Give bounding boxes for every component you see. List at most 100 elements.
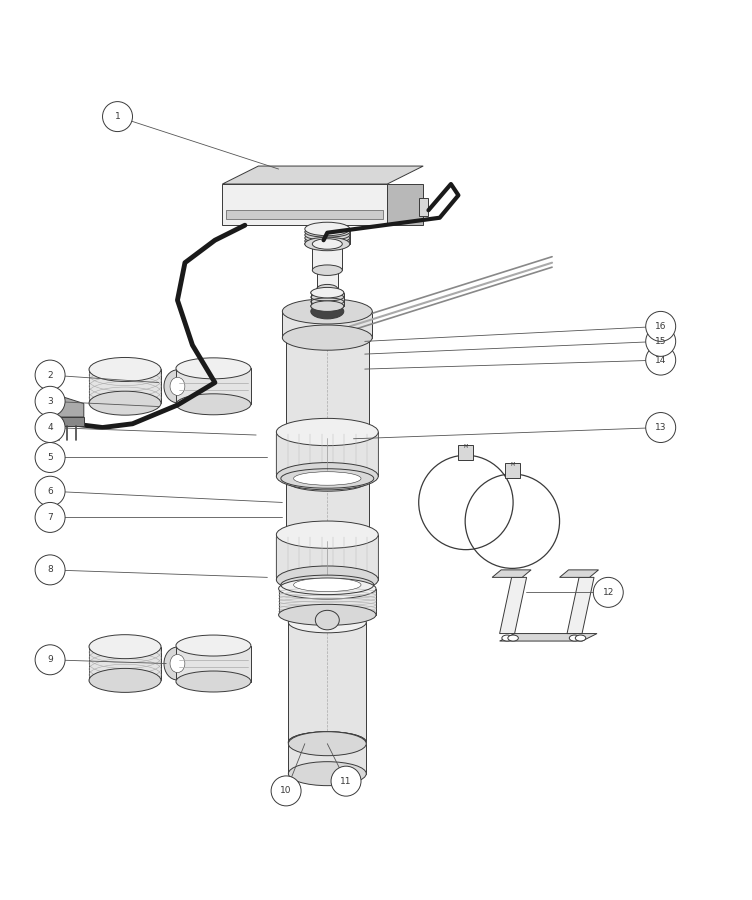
Ellipse shape bbox=[311, 287, 344, 298]
Ellipse shape bbox=[89, 669, 161, 692]
Text: 7: 7 bbox=[47, 513, 53, 522]
Ellipse shape bbox=[305, 238, 350, 251]
Ellipse shape bbox=[312, 265, 342, 275]
Ellipse shape bbox=[286, 470, 368, 491]
Polygon shape bbox=[499, 578, 526, 634]
Polygon shape bbox=[223, 184, 387, 225]
Ellipse shape bbox=[276, 463, 378, 490]
Ellipse shape bbox=[282, 299, 372, 324]
Polygon shape bbox=[89, 370, 161, 403]
Text: 1: 1 bbox=[114, 112, 120, 122]
Polygon shape bbox=[286, 338, 368, 431]
Ellipse shape bbox=[288, 612, 366, 633]
Ellipse shape bbox=[305, 236, 350, 247]
Ellipse shape bbox=[502, 635, 512, 641]
Ellipse shape bbox=[569, 635, 580, 641]
Text: 2: 2 bbox=[47, 371, 53, 380]
Ellipse shape bbox=[176, 671, 251, 692]
Ellipse shape bbox=[315, 610, 339, 630]
Polygon shape bbox=[176, 368, 251, 404]
Ellipse shape bbox=[276, 418, 378, 446]
Polygon shape bbox=[278, 589, 376, 615]
Text: 6: 6 bbox=[47, 487, 53, 496]
Text: 10: 10 bbox=[280, 787, 292, 796]
Ellipse shape bbox=[176, 394, 251, 415]
Circle shape bbox=[35, 555, 65, 585]
Circle shape bbox=[35, 644, 65, 675]
Polygon shape bbox=[54, 417, 83, 426]
Circle shape bbox=[35, 443, 65, 473]
Text: 3: 3 bbox=[47, 397, 53, 406]
Ellipse shape bbox=[312, 238, 342, 249]
Circle shape bbox=[646, 311, 676, 341]
Ellipse shape bbox=[286, 327, 368, 348]
Ellipse shape bbox=[317, 284, 338, 293]
Ellipse shape bbox=[288, 732, 366, 756]
Text: M: M bbox=[464, 444, 468, 449]
Bar bbox=[420, 197, 429, 216]
Ellipse shape bbox=[305, 238, 350, 249]
Ellipse shape bbox=[305, 227, 350, 238]
Ellipse shape bbox=[282, 325, 372, 350]
Polygon shape bbox=[276, 432, 378, 476]
Bar bbox=[459, 445, 474, 460]
Circle shape bbox=[646, 327, 676, 356]
Text: 12: 12 bbox=[602, 588, 614, 597]
Ellipse shape bbox=[508, 635, 518, 641]
Polygon shape bbox=[567, 578, 594, 634]
Text: 14: 14 bbox=[655, 356, 666, 364]
Text: 9: 9 bbox=[47, 655, 53, 664]
Ellipse shape bbox=[311, 301, 344, 311]
Ellipse shape bbox=[305, 233, 350, 243]
Bar bbox=[505, 464, 520, 479]
Polygon shape bbox=[276, 535, 378, 580]
Ellipse shape bbox=[164, 647, 191, 680]
Ellipse shape bbox=[164, 370, 191, 403]
Polygon shape bbox=[311, 292, 344, 306]
Polygon shape bbox=[559, 570, 599, 578]
Polygon shape bbox=[286, 481, 368, 534]
Bar bbox=[226, 211, 384, 220]
Text: 15: 15 bbox=[655, 337, 666, 346]
Circle shape bbox=[35, 476, 65, 506]
Circle shape bbox=[593, 578, 623, 608]
Ellipse shape bbox=[176, 358, 251, 379]
Ellipse shape bbox=[276, 521, 378, 548]
Circle shape bbox=[646, 412, 676, 443]
Circle shape bbox=[35, 386, 65, 417]
Ellipse shape bbox=[305, 222, 350, 236]
Circle shape bbox=[646, 345, 676, 375]
Ellipse shape bbox=[288, 732, 366, 752]
Polygon shape bbox=[492, 570, 531, 578]
Polygon shape bbox=[176, 645, 251, 681]
Ellipse shape bbox=[305, 230, 350, 240]
Polygon shape bbox=[282, 311, 372, 338]
Ellipse shape bbox=[170, 377, 185, 395]
Polygon shape bbox=[305, 229, 350, 244]
Circle shape bbox=[35, 412, 65, 443]
Polygon shape bbox=[387, 184, 423, 225]
Polygon shape bbox=[499, 634, 597, 641]
Ellipse shape bbox=[89, 357, 161, 382]
Polygon shape bbox=[312, 244, 342, 270]
Circle shape bbox=[35, 360, 65, 390]
Circle shape bbox=[35, 502, 65, 533]
Ellipse shape bbox=[89, 392, 161, 415]
Circle shape bbox=[271, 776, 301, 806]
Polygon shape bbox=[317, 270, 338, 289]
Ellipse shape bbox=[311, 304, 344, 319]
Ellipse shape bbox=[286, 421, 368, 442]
Ellipse shape bbox=[286, 524, 368, 544]
Ellipse shape bbox=[575, 635, 586, 641]
Ellipse shape bbox=[278, 604, 376, 626]
Text: 11: 11 bbox=[341, 777, 352, 786]
Circle shape bbox=[331, 766, 361, 796]
Ellipse shape bbox=[176, 635, 251, 656]
Ellipse shape bbox=[89, 634, 161, 659]
Text: 4: 4 bbox=[47, 423, 53, 432]
Polygon shape bbox=[288, 622, 366, 742]
Text: 13: 13 bbox=[655, 423, 666, 432]
Text: 16: 16 bbox=[655, 322, 666, 331]
Circle shape bbox=[102, 102, 132, 131]
Ellipse shape bbox=[170, 654, 185, 672]
